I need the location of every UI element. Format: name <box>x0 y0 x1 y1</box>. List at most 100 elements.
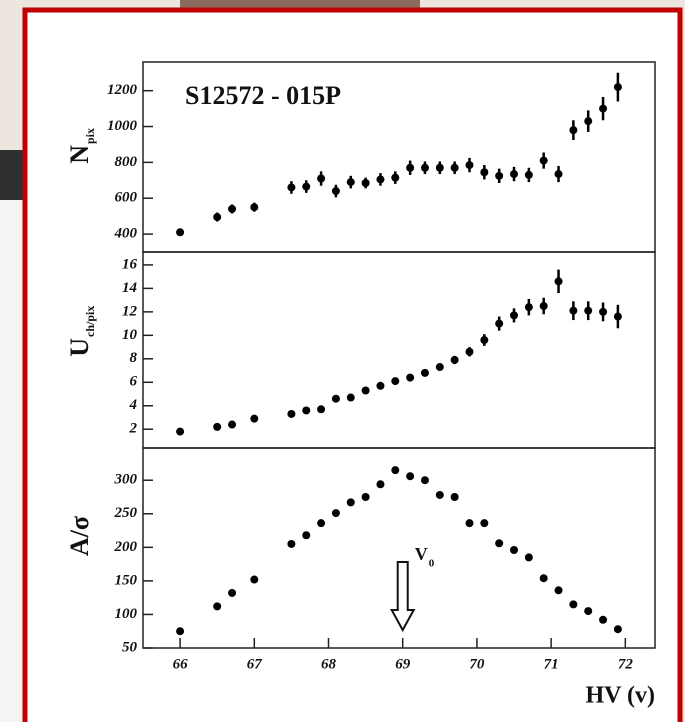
photo-fragment <box>180 0 420 10</box>
y-tick-label: 14 <box>122 280 138 296</box>
data-point <box>287 409 296 418</box>
y-tick-label: 50 <box>122 639 138 655</box>
data-point <box>331 187 340 196</box>
x-tick-label: 66 <box>173 656 189 672</box>
data-point <box>435 490 444 499</box>
data-point <box>331 394 340 403</box>
x-tick-label: 68 <box>321 656 337 672</box>
data-point <box>495 319 504 328</box>
x-tick-label: 72 <box>618 656 634 672</box>
data-point <box>613 312 622 321</box>
y-tick-label: 10 <box>122 327 138 343</box>
data-point <box>176 427 185 436</box>
y-tick-label: 250 <box>114 505 138 521</box>
data-point <box>420 163 429 172</box>
data-point <box>213 602 222 611</box>
x-tick-label: 69 <box>395 656 411 672</box>
data-point <box>213 213 222 222</box>
data-point <box>613 625 622 634</box>
data-point <box>391 173 400 182</box>
data-point <box>450 355 459 364</box>
data-point <box>228 204 237 213</box>
y-tick-label: 100 <box>115 606 138 622</box>
data-point <box>376 480 385 489</box>
data-point <box>495 539 504 548</box>
data-point <box>346 498 355 507</box>
y-label-sub: ch/pix <box>83 306 97 337</box>
data-point <box>584 117 593 126</box>
data-point <box>510 546 519 555</box>
data-point <box>391 377 400 386</box>
x-axis-label: HV (v) <box>585 683 655 709</box>
data-point <box>361 386 370 395</box>
data-point <box>480 168 489 177</box>
annotation-sub: 0 <box>429 558 435 570</box>
data-point <box>569 306 578 315</box>
data-point <box>569 126 578 135</box>
data-point <box>287 183 296 192</box>
data-point <box>302 406 311 415</box>
data-point <box>287 539 296 548</box>
data-point <box>495 171 504 180</box>
y-label-main: U <box>65 338 94 357</box>
chart-title: S12572 - 015P <box>185 81 341 110</box>
y-tick-label: 200 <box>114 539 138 555</box>
data-point <box>539 156 548 165</box>
data-point <box>250 414 259 423</box>
data-point <box>302 182 311 191</box>
data-point <box>376 175 385 184</box>
data-point <box>465 347 474 356</box>
data-point <box>361 178 370 187</box>
y-tick-label: 12 <box>122 303 138 319</box>
data-point <box>524 553 533 562</box>
data-point <box>420 368 429 377</box>
data-point <box>228 588 237 597</box>
data-point <box>302 531 311 540</box>
y-axis-label: A/σ <box>65 516 94 556</box>
data-point <box>346 178 355 187</box>
data-point <box>465 519 474 528</box>
data-point <box>510 170 519 179</box>
data-point <box>317 405 326 414</box>
data-point <box>524 303 533 312</box>
y-label-sub: pix <box>83 128 97 144</box>
data-point <box>510 311 519 320</box>
y-tick-label: 1200 <box>107 82 138 98</box>
y-axis-label: Uch/pix <box>65 306 97 357</box>
y-tick-label: 8 <box>130 350 138 366</box>
y-tick-label: 800 <box>115 154 138 170</box>
data-point <box>361 492 370 501</box>
y-tick-label: 2 <box>129 421 138 437</box>
photo-fragment <box>0 150 24 200</box>
data-point <box>331 509 340 518</box>
y-tick-label: 600 <box>115 190 138 206</box>
data-point <box>584 306 593 315</box>
data-point <box>213 422 222 431</box>
data-point <box>435 163 444 172</box>
annotation-arrow <box>390 561 416 633</box>
y-tick-label: 400 <box>114 226 138 242</box>
x-tick-label: 70 <box>469 656 485 672</box>
data-point <box>599 307 608 316</box>
data-point <box>250 203 259 212</box>
data-point <box>317 174 326 183</box>
data-point <box>250 575 259 584</box>
y-tick-label: 1000 <box>107 118 138 134</box>
data-point <box>539 574 548 583</box>
data-point <box>480 519 489 528</box>
data-point <box>317 519 326 528</box>
data-point <box>176 228 185 237</box>
data-point <box>613 83 622 92</box>
y-tick-label: 300 <box>114 472 138 488</box>
data-point <box>554 277 563 286</box>
data-point <box>554 586 563 595</box>
data-point <box>584 607 593 616</box>
data-point <box>450 492 459 501</box>
data-point <box>480 336 489 345</box>
data-point <box>376 381 385 390</box>
data-point <box>569 600 578 609</box>
data-point <box>406 373 415 382</box>
